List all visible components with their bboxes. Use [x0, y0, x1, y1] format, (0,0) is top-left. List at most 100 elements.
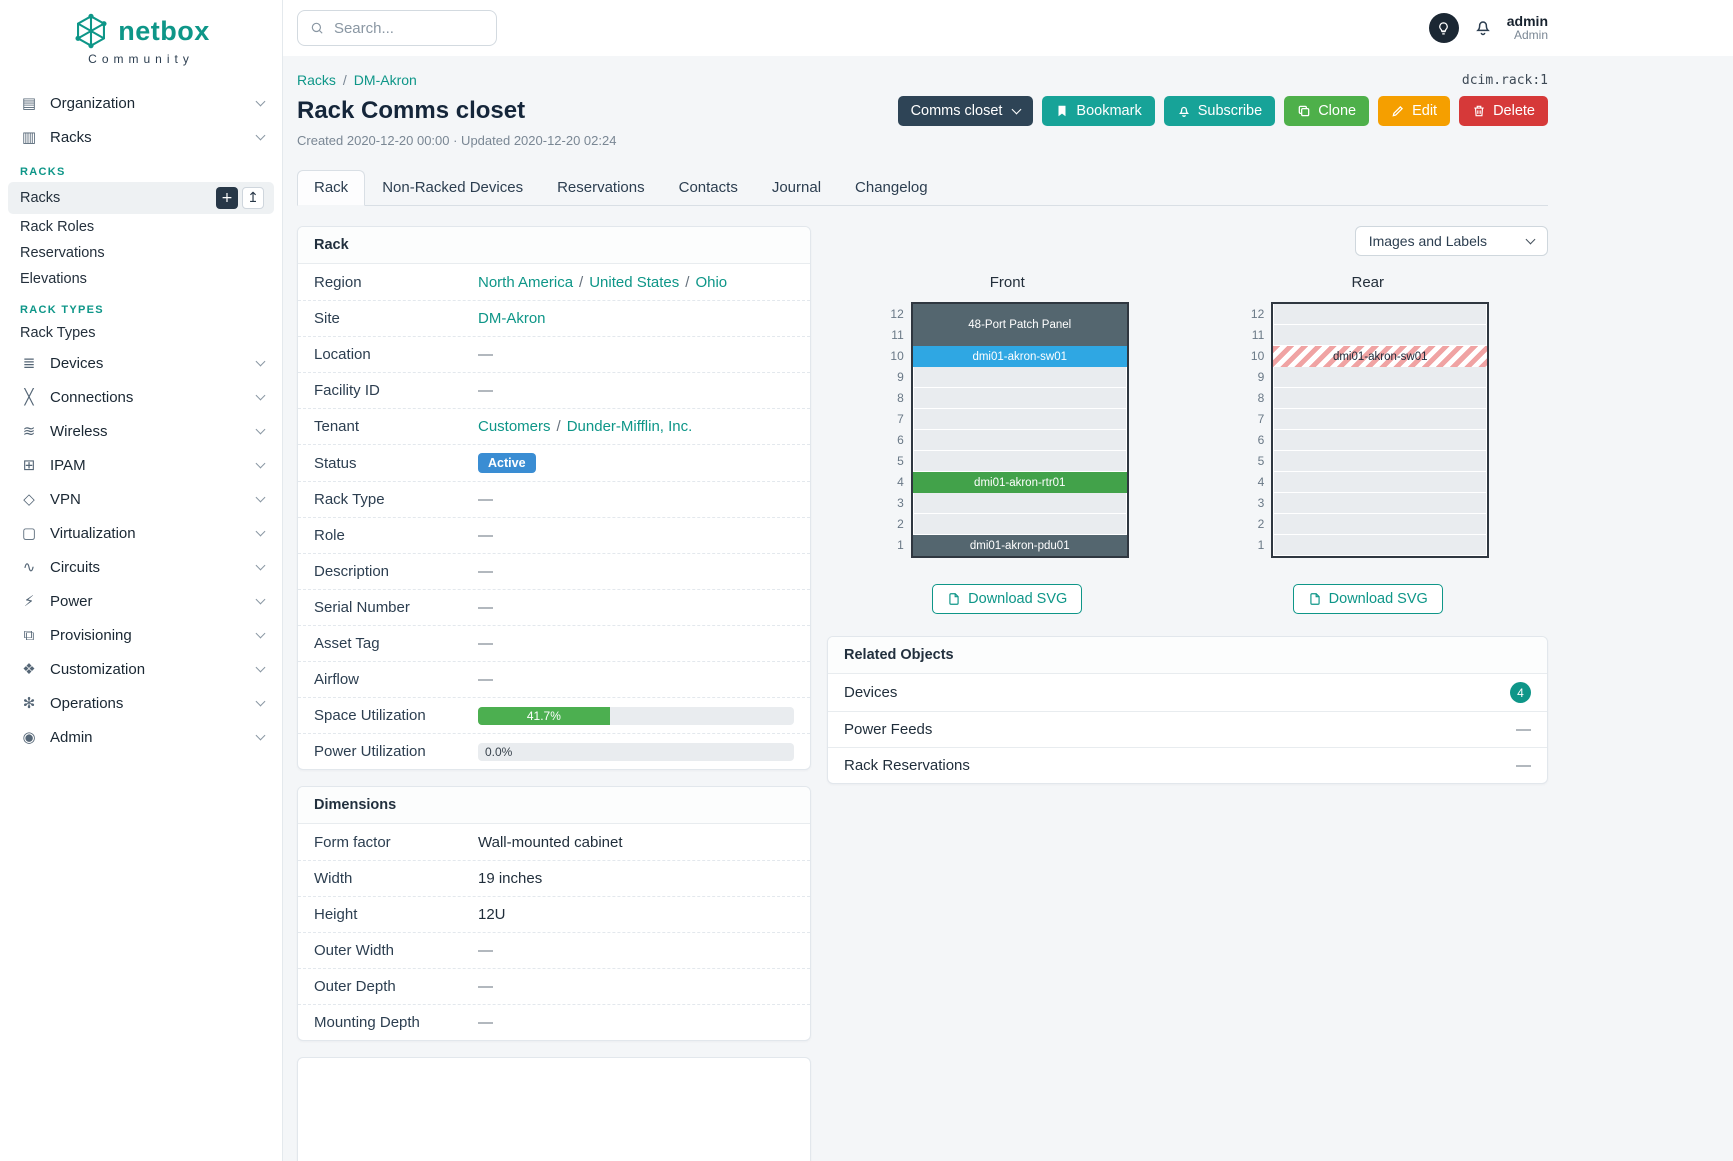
sidebar-item-power[interactable]: ⚡ Power [8, 584, 274, 618]
download-svg-rear-button[interactable]: Download SVG [1292, 584, 1443, 614]
download-svg-label: Download SVG [968, 591, 1068, 607]
edit-button[interactable]: Edit [1378, 96, 1451, 126]
rack-empty-unit[interactable] [1273, 325, 1488, 346]
sidebar-section-rack-types: RACK TYPES [20, 304, 104, 316]
table-row-space-utilization: Space Utilization 41.7% [298, 697, 810, 733]
rack-device-rtr01[interactable]: dmi01-akron-rtr01 [912, 472, 1127, 493]
download-svg-front-button[interactable]: Download SVG [932, 584, 1083, 614]
sidebar-item-customization[interactable]: ❖ Customization [8, 652, 274, 686]
chevron-down-icon [255, 356, 266, 367]
field-value: 0.0% [478, 742, 794, 761]
rack-device-patch-panel[interactable]: 48-Port Patch Panel [912, 304, 1127, 346]
sidebar-subitem-label: Rack Types [20, 325, 96, 341]
user-menu[interactable]: admin Admin [1507, 13, 1548, 43]
add-rack-button[interactable]: + [216, 187, 238, 209]
region-link[interactable]: United States [589, 273, 680, 291]
related-row-rack-reservations[interactable]: Rack Reservations — [828, 747, 1547, 783]
search-input[interactable] [331, 18, 484, 38]
chevron-down-icon [255, 730, 266, 741]
related-row-devices[interactable]: Devices 4 [828, 674, 1547, 711]
rack-device-sw01-rear[interactable]: dmi01-akron-sw01 [1273, 346, 1488, 367]
sidebar-item-provisioning[interactable]: ⧉ Provisioning [8, 618, 274, 652]
import-racks-button[interactable]: ↥ [242, 187, 264, 209]
table-row-site: Site DM-Akron [298, 300, 810, 336]
subscribe-button[interactable]: Subscribe [1163, 96, 1276, 126]
rack-empty-unit[interactable] [1273, 409, 1488, 430]
edit-label: Edit [1412, 103, 1438, 119]
file-icon [1310, 593, 1320, 605]
tenant-group-link[interactable]: Customers [478, 418, 551, 435]
sidebar-item-devices[interactable]: ≣ Devices [8, 346, 274, 380]
sidebar-item-operations[interactable]: ✻ Operations [8, 686, 274, 720]
sidebar-item-organization[interactable]: ▤ Organization [8, 86, 274, 120]
sidebar-item-label: Admin [50, 728, 93, 746]
rack-device-sw01[interactable]: dmi01-akron-sw01 [912, 346, 1127, 367]
rack-device-pdu01[interactable]: dmi01-akron-pdu01 [912, 535, 1127, 556]
region-link[interactable]: North America [478, 273, 574, 291]
images-and-labels-label: Images and Labels [1368, 233, 1487, 249]
sidebar-subitem-reservations[interactable]: Reservations [8, 240, 274, 266]
file-icon [949, 593, 959, 605]
brand-name: netbox [118, 15, 210, 46]
brand[interactable]: netbox Community [0, 0, 282, 72]
bookmark-button[interactable]: Bookmark [1042, 96, 1155, 126]
theme-toggle-button[interactable] [1428, 13, 1459, 43]
virtualization-icon: ▢ [21, 524, 37, 542]
sidebar-item-circuits[interactable]: ∿ Circuits [8, 550, 274, 584]
sidebar-item-ipam[interactable]: ⊞ IPAM [8, 448, 274, 482]
sidebar-item-racks[interactable]: ▥ Racks [8, 120, 274, 154]
images-and-labels-select[interactable]: Images and Labels [1354, 226, 1548, 256]
sidebar-subitem-rack-types[interactable]: Rack Types [8, 320, 274, 346]
search-box[interactable] [297, 10, 497, 46]
clone-button[interactable]: Clone [1284, 96, 1370, 126]
rack-empty-unit[interactable] [912, 430, 1127, 451]
tab-rack[interactable]: Rack [297, 170, 366, 206]
sidebar-item-connections[interactable]: ╳ Connections [8, 380, 274, 414]
status-dropdown-button[interactable]: Comms closet [897, 96, 1034, 126]
tab-reservations[interactable]: Reservations [557, 179, 645, 196]
sidebar-subitem-racks[interactable]: Racks + ↥ [8, 182, 274, 214]
sidebar-subitem-rack-roles[interactable]: Rack Roles [8, 214, 274, 240]
rack-empty-unit[interactable] [1273, 451, 1488, 472]
rack-empty-unit[interactable] [912, 514, 1127, 535]
rack-empty-unit[interactable] [912, 493, 1127, 514]
sidebar-item-virtualization[interactable]: ▢ Virtualization [8, 516, 274, 550]
delete-button[interactable]: Delete [1459, 96, 1548, 126]
sidebar-subitem-elevations[interactable]: Elevations [8, 266, 274, 292]
breadcrumb-racks-link[interactable]: Racks [297, 72, 336, 88]
field-value: 12U [478, 906, 506, 923]
tab-contacts[interactable]: Contacts [678, 179, 738, 196]
sidebar-item-admin[interactable]: ◉ Admin [8, 720, 274, 754]
sidebar-item-vpn[interactable]: ◇ VPN [8, 482, 274, 516]
sidebar-item-label: Racks [50, 128, 92, 146]
rack-empty-unit[interactable] [1273, 493, 1488, 514]
field-value: — [478, 527, 493, 544]
rack-empty-unit[interactable] [1273, 430, 1488, 451]
sidebar-item-wireless[interactable]: ≋ Wireless [8, 414, 274, 448]
related-row-label: Power Feeds [844, 721, 933, 738]
rack-empty-unit[interactable] [912, 451, 1127, 472]
field-value: — [478, 635, 493, 652]
field-label: Location [314, 346, 371, 363]
building-icon: ▤ [21, 94, 37, 112]
breadcrumb-site-link[interactable]: DM-Akron [353, 72, 417, 88]
rack-empty-unit[interactable] [1273, 514, 1488, 535]
related-row-power-feeds[interactable]: Power Feeds — [828, 711, 1547, 747]
rack-empty-unit[interactable] [1273, 304, 1488, 325]
rack-empty-unit[interactable] [912, 388, 1127, 409]
tab-changelog[interactable]: Changelog [855, 179, 928, 196]
region-link[interactable]: Ohio [695, 273, 728, 291]
notifications-button[interactable] [1473, 17, 1493, 40]
rack-empty-unit[interactable] [912, 409, 1127, 430]
field-value: Customers / Dunder-Mifflin, Inc. [478, 418, 794, 435]
rack-empty-unit[interactable] [912, 367, 1127, 388]
rack-empty-unit[interactable] [1273, 388, 1488, 409]
tab-journal[interactable]: Journal [771, 179, 822, 196]
rack-empty-unit[interactable] [1273, 472, 1488, 493]
tab-non-racked-devices[interactable]: Non-Racked Devices [382, 179, 524, 196]
site-link[interactable]: DM-Akron [478, 310, 546, 327]
chevron-down-icon [255, 492, 266, 503]
tenant-link[interactable]: Dunder-Mifflin, Inc. [566, 418, 693, 435]
rack-empty-unit[interactable] [1273, 367, 1488, 388]
rack-empty-unit[interactable] [1273, 535, 1488, 556]
